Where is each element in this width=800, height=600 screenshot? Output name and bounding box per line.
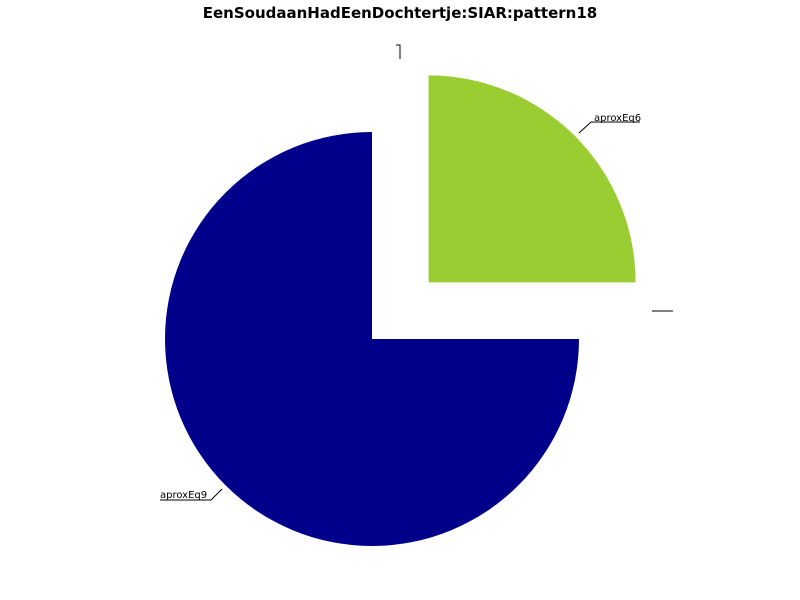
pie-slice-aproxEq6: [428, 75, 636, 283]
leader-line-aproxEq9: [160, 488, 223, 501]
slice-label-aproxEq6: aproxEq6: [594, 113, 641, 124]
pie-slice-aproxEq9: [165, 132, 579, 546]
leader-line-aproxEq6: [578, 121, 640, 134]
chart-title: EenSoudaanHadEenDochtertje:SIAR:pattern1…: [202, 4, 598, 22]
slice-label-aproxEq9: aproxEq9: [160, 490, 207, 501]
decorative-tick-top: [396, 44, 401, 59]
